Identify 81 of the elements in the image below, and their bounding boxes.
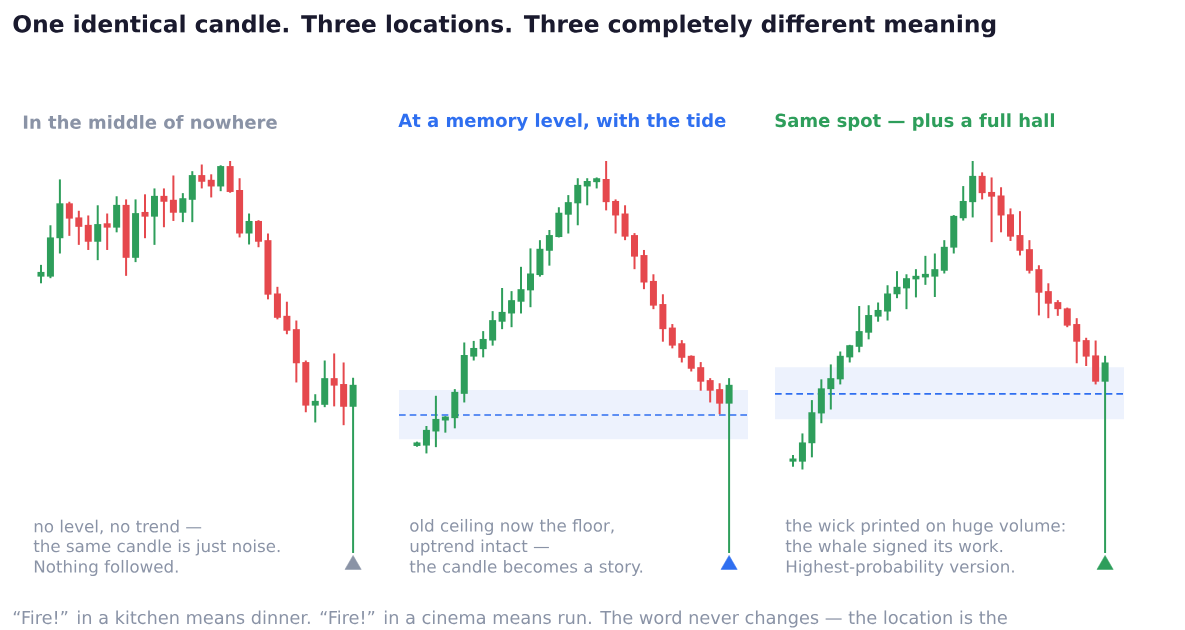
candlestick bbox=[498, 286, 506, 331]
candlestick bbox=[978, 171, 986, 201]
candlestick bbox=[470, 339, 478, 362]
candlestick bbox=[75, 209, 83, 246]
candlestick bbox=[1044, 282, 1052, 320]
candlestick bbox=[1082, 336, 1090, 367]
candlestick bbox=[902, 273, 910, 311]
candlestick bbox=[855, 305, 863, 354]
candlestick bbox=[37, 263, 45, 285]
candlestick bbox=[940, 239, 948, 275]
candlestick bbox=[959, 185, 967, 222]
candlestick bbox=[874, 301, 882, 323]
candlestick bbox=[1016, 210, 1024, 257]
annotation: the same candle is just noise. bbox=[33, 539, 280, 556]
text: “Fire!” in a kitchen means dinner. “Fire!” in a cinema means run. The word never changes — the location is the bbox=[13, 610, 1007, 628]
chart-title: Same spot — plus a full hall bbox=[775, 113, 1055, 131]
candlestick bbox=[422, 424, 430, 455]
candlestick bbox=[564, 194, 572, 235]
candlestick bbox=[612, 198, 620, 235]
candlestick bbox=[508, 290, 516, 329]
candlestick bbox=[150, 187, 158, 246]
candlestick bbox=[349, 376, 357, 554]
candlestick bbox=[1101, 354, 1109, 554]
candlestick bbox=[988, 176, 996, 244]
candlestick bbox=[160, 187, 168, 229]
candlestick bbox=[141, 193, 149, 240]
candlestick bbox=[716, 382, 724, 416]
candlestick bbox=[725, 377, 733, 554]
chart-title: In the middle of nowhere bbox=[23, 115, 277, 129]
candlestick bbox=[432, 394, 440, 449]
candlestick bbox=[931, 252, 939, 299]
candlestick bbox=[668, 323, 676, 350]
candlestick bbox=[311, 393, 319, 424]
candlestick bbox=[621, 204, 629, 242]
annotation: uptrend intact — bbox=[410, 539, 549, 556]
candlestick bbox=[545, 228, 553, 267]
candlestick bbox=[255, 219, 263, 249]
candlestick bbox=[84, 214, 92, 251]
annotation: the wick printed on huge volume: bbox=[785, 518, 1065, 536]
candlestick bbox=[94, 204, 102, 262]
candlestick bbox=[217, 164, 225, 193]
candlestick bbox=[798, 432, 806, 471]
annotation: the whale signed its work. bbox=[785, 539, 1003, 556]
candlestick bbox=[884, 284, 892, 322]
annotation: old ceiling now the floor, bbox=[410, 518, 614, 536]
candlestick bbox=[1035, 264, 1043, 317]
candlestick bbox=[169, 174, 177, 222]
text: Highest-probability version. bbox=[786, 559, 1014, 577]
candlestick bbox=[1073, 317, 1081, 365]
candlestick bbox=[602, 159, 610, 212]
candlestick bbox=[65, 200, 73, 237]
candlestick bbox=[526, 247, 534, 309]
candlestick bbox=[113, 195, 121, 234]
candlestick bbox=[1007, 207, 1015, 242]
text: Nothing followed. bbox=[34, 559, 178, 577]
candlestick bbox=[631, 232, 639, 271]
annotation: no level, no trend — bbox=[34, 519, 202, 535]
candlestick bbox=[340, 361, 348, 427]
candlestick bbox=[697, 361, 705, 392]
candlestick bbox=[283, 300, 291, 336]
candlestick bbox=[827, 363, 835, 411]
candlestick bbox=[583, 177, 591, 207]
candlestick bbox=[198, 163, 206, 190]
candlestick bbox=[479, 330, 487, 359]
candlestick bbox=[678, 339, 686, 364]
candlestick bbox=[1025, 239, 1033, 275]
candlestick bbox=[865, 304, 873, 341]
candlestick bbox=[706, 377, 714, 404]
candlestick bbox=[245, 212, 253, 246]
candlestick bbox=[836, 350, 844, 386]
candlestick bbox=[489, 310, 497, 347]
chart-title: At a memory level, with the tide bbox=[398, 113, 726, 131]
candlestick bbox=[997, 186, 1005, 234]
candlestick bbox=[103, 212, 111, 251]
text: the candle becomes a story. bbox=[409, 559, 643, 577]
candlestick bbox=[893, 270, 901, 300]
text: One identical candle. Three locations. Three completely different meaning bbox=[13, 14, 996, 38]
candlestick bbox=[517, 265, 525, 315]
candlestick bbox=[574, 177, 582, 227]
candlestick bbox=[179, 192, 187, 224]
candlestick bbox=[330, 352, 338, 408]
